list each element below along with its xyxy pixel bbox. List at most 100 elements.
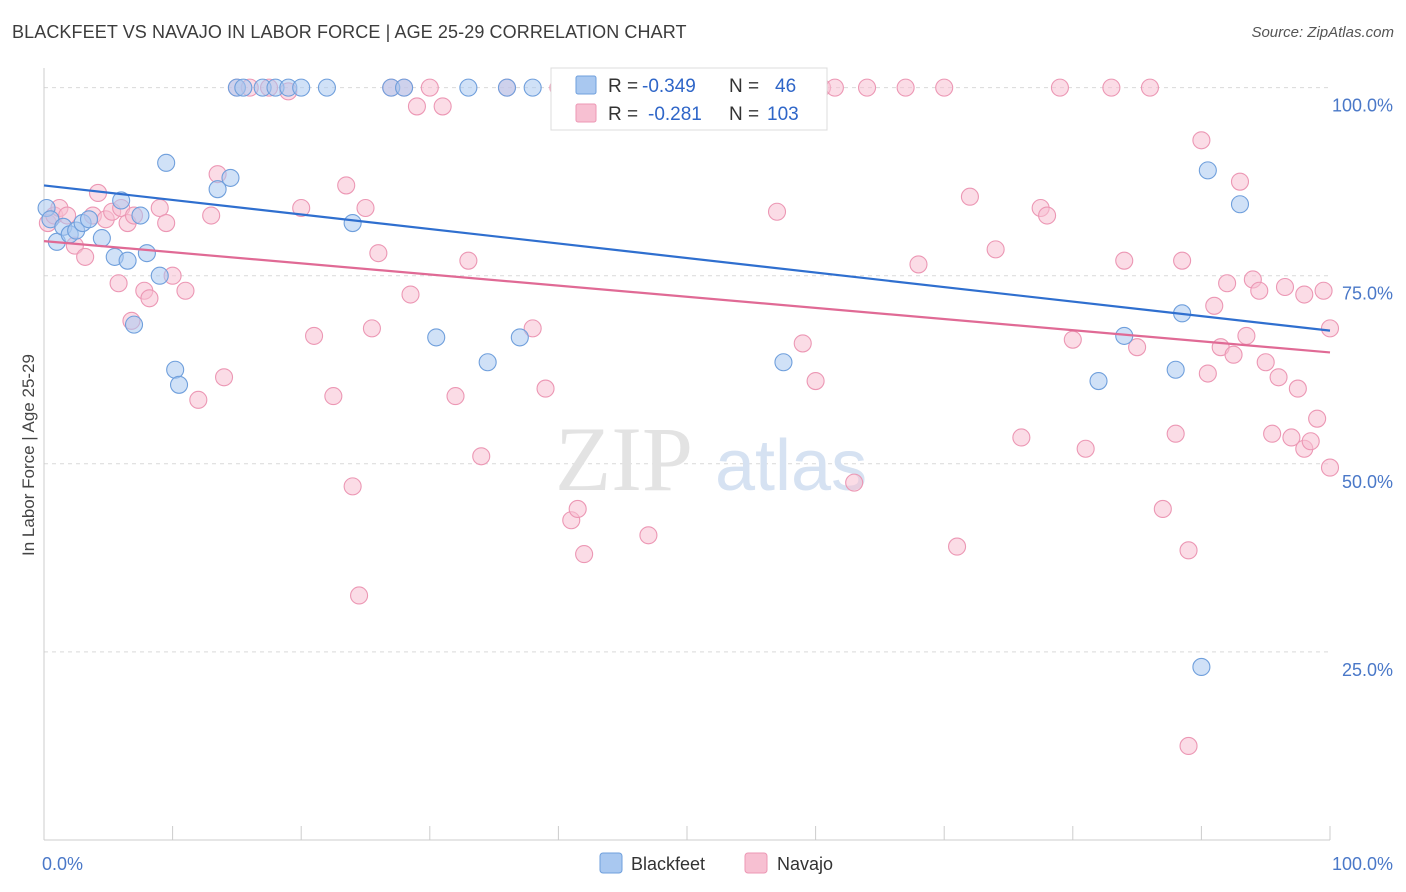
navajo-point-82 <box>1166 424 1185 443</box>
navajo-point-13 <box>109 274 128 293</box>
navajo-point-29 <box>292 198 311 218</box>
axes <box>43 68 1331 841</box>
navajo-point-106 <box>1320 319 1340 338</box>
navajo-point-20 <box>176 281 195 300</box>
navajo-point-86 <box>1198 364 1217 383</box>
series-legend-label-blackfeet: Blackfeet <box>631 854 705 874</box>
stats-legend-box <box>550 67 828 131</box>
navajo-point-49 <box>536 379 555 398</box>
blackfeet-point-26 <box>292 78 311 97</box>
navajo-point-21 <box>189 390 208 409</box>
navajo-point-92 <box>1237 326 1256 345</box>
legend-n-label-blackfeet: N = <box>729 76 759 97</box>
navajo-point-33 <box>343 477 362 496</box>
y-tick-label-1: 50.0% <box>1342 472 1393 492</box>
navajo-point-34 <box>350 586 369 605</box>
blackfeet-point-17 <box>166 360 185 379</box>
navajo-point-96 <box>1263 424 1282 443</box>
navajo-point-64 <box>857 78 877 97</box>
navajo-point-85 <box>1192 131 1211 150</box>
navajo-point-87 <box>1205 296 1224 315</box>
navajo-point-75 <box>1063 330 1082 349</box>
blackfeet-point-36 <box>427 328 446 347</box>
watermark-zip: ZIP <box>555 408 693 510</box>
navajo-point-105 <box>1320 458 1340 477</box>
navajo-point-83 <box>1179 541 1198 560</box>
navajo-point-73 <box>1038 206 1057 225</box>
navajo-point-40 <box>401 285 420 304</box>
blackfeet-point-37 <box>478 353 497 372</box>
navajo-point-45 <box>459 251 478 270</box>
navajo-point-67 <box>935 78 954 97</box>
blackfeet-point-48 <box>1192 657 1211 677</box>
navajo-point-30 <box>305 326 324 345</box>
navajo-point-104 <box>1314 281 1333 300</box>
trend-lines <box>43 184 1331 354</box>
y-tick-label-2: 75.0% <box>1342 284 1393 304</box>
navajo-point-102 <box>1301 432 1320 451</box>
blackfeet-point-20 <box>221 168 240 187</box>
watermark-atlas: atlas <box>715 426 867 506</box>
tick-labels: 25.0% 50.0% 75.0% 100.0% 0.0% 100.0% <box>42 96 1393 874</box>
navajo-point-18 <box>157 213 176 233</box>
blackfeet-point-44 <box>1166 360 1185 379</box>
blackfeet-point-11 <box>131 206 150 225</box>
blackfeet-point-12 <box>137 244 156 263</box>
legend-r-label-navajo: R = <box>608 104 638 125</box>
y-axis-label: In Labor Force | Age 25-29 <box>19 354 38 556</box>
navajo-point-24 <box>214 368 234 387</box>
navajo-point-41 <box>407 97 426 116</box>
navajo-point-32 <box>337 176 356 195</box>
navajo-point-68 <box>948 537 967 556</box>
navajo-point-62 <box>825 78 844 97</box>
navajo-point-63 <box>845 473 864 492</box>
blackfeet-point-42 <box>1089 371 1108 391</box>
navajo-point-5 <box>76 247 95 266</box>
blackfeet-point-41 <box>774 353 793 372</box>
blackfeet-point-46 <box>1198 161 1217 180</box>
blackfeet-point-38 <box>510 328 529 347</box>
navajo-point-16 <box>140 289 159 308</box>
navajo-point-77 <box>1102 78 1121 97</box>
navajo-point-79 <box>1128 338 1147 357</box>
legend-n-value-blackfeet: 46 <box>775 76 796 97</box>
blackfeet-point-16 <box>150 266 169 285</box>
navajo-point-78 <box>1115 251 1134 270</box>
navajo-point-31 <box>324 387 343 406</box>
blackfeet-point-10 <box>118 251 137 270</box>
blackfeet-point-19 <box>208 180 227 199</box>
navajo-point-46 <box>472 447 491 466</box>
series-legend-swatch-blackfeet <box>599 852 623 874</box>
x-tick-label-1: 100.0% <box>1332 854 1393 874</box>
navajo-point-37 <box>369 244 388 263</box>
blackfeet-point-31 <box>459 78 478 97</box>
navajo-point-70 <box>986 240 1005 259</box>
navajo-point-69 <box>960 187 979 206</box>
legend-r-value-blackfeet: -0.349 <box>642 76 696 97</box>
navajo-point-58 <box>767 202 787 221</box>
navajo-point-108 <box>1179 736 1198 756</box>
navajo-point-74 <box>1050 78 1069 97</box>
series-legend-swatch-navajo <box>744 852 768 874</box>
blackfeet-point-13 <box>112 191 131 210</box>
navajo-point-35 <box>356 198 375 218</box>
blackfeet-point-30 <box>343 213 362 233</box>
navajo-point-60 <box>806 371 825 391</box>
blackfeet-trend-line <box>43 184 1331 332</box>
navajo-point-65 <box>896 78 915 97</box>
navajo-point-52 <box>568 499 587 519</box>
navajo-point-97 <box>1269 368 1288 387</box>
chart-title: BLACKFEET VS NAVAJO IN LABOR FORCE | AGE… <box>12 22 687 42</box>
blackfeet-point-14 <box>124 315 144 334</box>
navajo-point-48 <box>523 319 542 338</box>
navajo-point-103 <box>1308 409 1327 428</box>
blackfeet-point-22 <box>234 78 253 97</box>
legend-r-value-navajo: -0.281 <box>648 104 702 125</box>
navajo-point-84 <box>1173 251 1192 270</box>
navajo-point-107 <box>1295 285 1314 304</box>
legend-r-label-blackfeet: R = <box>608 76 638 97</box>
series-legend: Blackfeet Navajo <box>599 852 833 874</box>
chart-source: Source: ZipAtlas.com <box>1251 24 1394 41</box>
y-tick-label-0: 25.0% <box>1342 660 1393 680</box>
